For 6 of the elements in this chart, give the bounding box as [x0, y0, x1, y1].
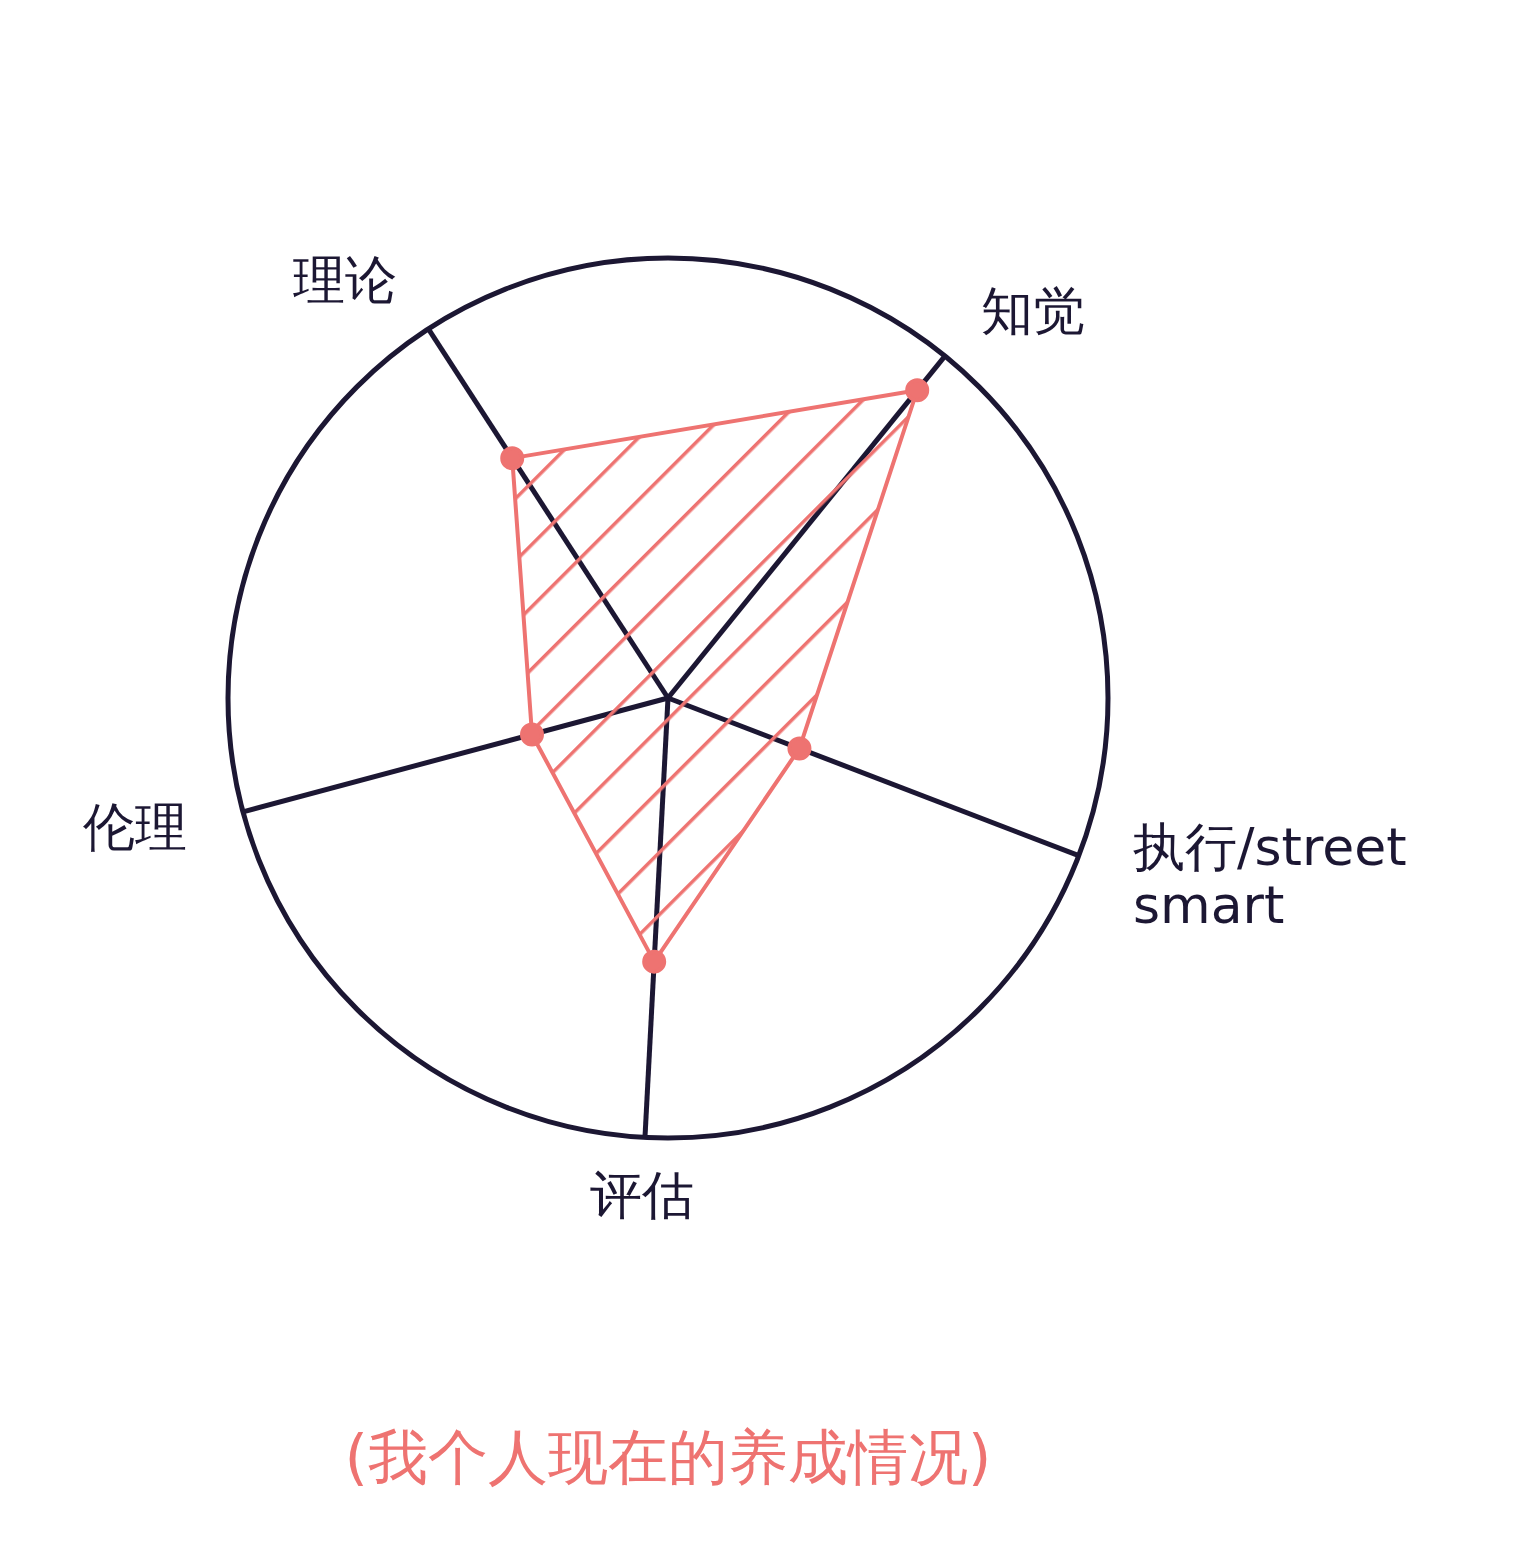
spoke-label: 理论: [292, 250, 397, 311]
spoke-label: 知觉: [981, 280, 1086, 341]
spoke-label: 伦理: [82, 796, 187, 857]
text: (我个人现在的养成情况): [343, 1421, 993, 1494]
spoke-label: 执行/street smart: [1132, 817, 1407, 936]
spoke-label: 评估: [589, 1165, 694, 1226]
